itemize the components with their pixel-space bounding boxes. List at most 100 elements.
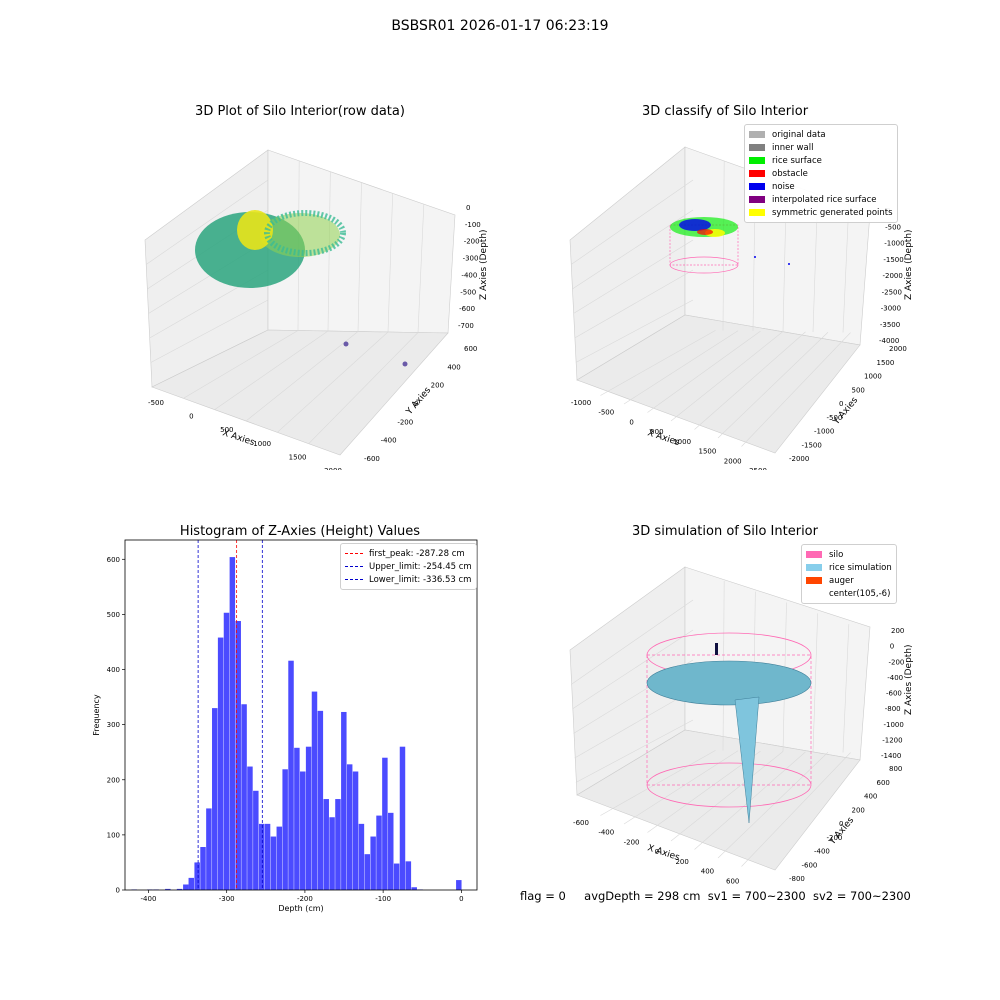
silo-simulation — [646, 632, 812, 824]
y-tick-label: 600 — [464, 345, 477, 353]
histogram-bar — [411, 887, 417, 890]
x-tick-label: 1000 — [253, 440, 271, 448]
z-tick-label: -3500 — [880, 321, 900, 329]
y-tick-label: 200 — [431, 382, 444, 390]
histogram-bar — [212, 708, 218, 890]
y-tick-label: 200 — [852, 806, 865, 814]
legend-swatch — [806, 564, 822, 571]
auger-rod — [715, 643, 718, 655]
grid-line — [574, 689, 694, 759]
histogram-bar — [217, 637, 224, 890]
z-tick-label: -800 — [885, 705, 901, 713]
classify-x-label: X Axies — [646, 428, 681, 448]
y-tick-label: 600 — [877, 779, 890, 787]
legend-label: original data — [772, 129, 826, 140]
grid-line — [741, 752, 851, 867]
histogram-frame — [124, 539, 478, 891]
histogram-bar — [247, 766, 253, 890]
z-tick-label: -400 — [461, 271, 477, 279]
histogram-bar — [335, 799, 341, 890]
x-tick-label: -400 — [598, 829, 614, 837]
z-tick-label: -4000 — [879, 337, 899, 345]
histogram-bar — [311, 691, 318, 890]
histogram-bar — [305, 746, 312, 890]
histogram-bar — [323, 799, 329, 890]
legend-entry: Lower_limit: -336.53 cm — [345, 573, 472, 586]
legend-label: auger — [829, 575, 854, 586]
histogram-x-ticks: -400 -300 -200 -100 0 — [141, 890, 464, 903]
raw-y-ticks: -600 -400 -200 0 200 400 600 — [364, 345, 477, 463]
grid-line — [741, 332, 851, 447]
z-tick-label: -200 — [464, 238, 480, 246]
histogram-chart: -400 -300 -200 -100 0 0 100 200 300 400 500 600 De… — [92, 539, 478, 913]
histogram-bar — [223, 612, 230, 890]
classify-legend: original data inner wall rice surface obsta… — [744, 124, 898, 223]
grid-line — [600, 750, 716, 816]
x-tick-label: 600 — [726, 877, 739, 885]
grid-line — [214, 330, 329, 410]
histogram-bar — [346, 764, 353, 890]
legend-swatch — [749, 144, 765, 151]
raw-3d-plot: -500 0 500 1000 1500 2000 -600 -400 -200 0 200 400… — [144, 149, 489, 470]
outlier-point-1 — [343, 341, 349, 347]
y-tick-label: 2000 — [889, 345, 907, 353]
status-line: flag = 0 avgDepth = 298 cm sv1 = 700~230… — [520, 889, 911, 903]
grid-line — [670, 331, 784, 422]
grid-line — [647, 330, 761, 413]
histogram-bar — [206, 808, 212, 890]
obstacle-region — [697, 229, 713, 235]
y-tick-label: 100 — [107, 831, 120, 839]
z-tick-label: 0 — [890, 643, 894, 651]
y-tick-label: -2000 — [789, 455, 809, 463]
grid-line — [570, 179, 694, 265]
z-tick-label: -1500 — [883, 256, 903, 264]
x-tick-label: 500 — [650, 428, 663, 436]
grid-line — [277, 331, 389, 433]
y-tick-label: -600 — [364, 455, 380, 463]
histogram-bar — [264, 823, 271, 890]
grid-line — [574, 269, 694, 339]
legend-entry: original data — [749, 128, 893, 141]
raw-x-label: X Axies — [221, 428, 256, 448]
legend-entry: obstacle — [749, 167, 893, 180]
x-tick-label: 200 — [675, 858, 688, 866]
histogram-bar — [382, 757, 388, 890]
legend-swatch — [749, 183, 765, 190]
x-tick-label: 400 — [701, 868, 714, 876]
figure-title: BSBSR01 2026-01-17 06:23:19 — [391, 18, 609, 34]
y-tick-label: -1500 — [802, 441, 822, 449]
histogram-bars — [131, 557, 462, 890]
x-tick-label: 2000 — [724, 457, 742, 465]
y-tick-label: 0 — [116, 887, 120, 895]
y-tick-label: 400 — [447, 363, 460, 371]
raw-y-label: Y Axies — [404, 385, 433, 417]
histogram-bar — [282, 769, 288, 890]
histogram-bar — [241, 704, 247, 890]
grid-line — [647, 750, 761, 833]
grid-line — [387, 193, 393, 333]
grid-line — [308, 332, 419, 444]
histogram-marker-lines — [197, 540, 263, 890]
legend-label: noise — [772, 181, 795, 192]
y-tick-label: 1500 — [877, 359, 895, 367]
z-tick-label: -2500 — [882, 288, 902, 296]
grid-line — [694, 331, 806, 430]
legend-entry: rice surface — [749, 154, 893, 167]
legend-entry: first_peak: -287.28 cm — [345, 547, 472, 560]
z-tick-label: 200 — [891, 627, 904, 635]
x-tick-label: 1000 — [673, 438, 691, 446]
legend-label: obstacle — [772, 168, 808, 179]
z-tick-label: -300 — [463, 255, 479, 263]
x-tick-label: -300 — [219, 895, 235, 903]
x-tick-label: 0 — [189, 413, 193, 421]
y-tick-label: -1000 — [814, 428, 834, 436]
noise-region — [679, 219, 711, 231]
legend-swatch — [749, 196, 765, 203]
y-tick-label: 0 — [839, 400, 843, 408]
legend-swatch — [806, 590, 822, 597]
point-cloud-yellow-core — [237, 210, 273, 250]
x-tick-label: 500 — [220, 426, 233, 434]
x-tick-label: -500 — [598, 409, 614, 417]
legend-entry: Upper_limit: -254.45 cm — [345, 560, 472, 573]
